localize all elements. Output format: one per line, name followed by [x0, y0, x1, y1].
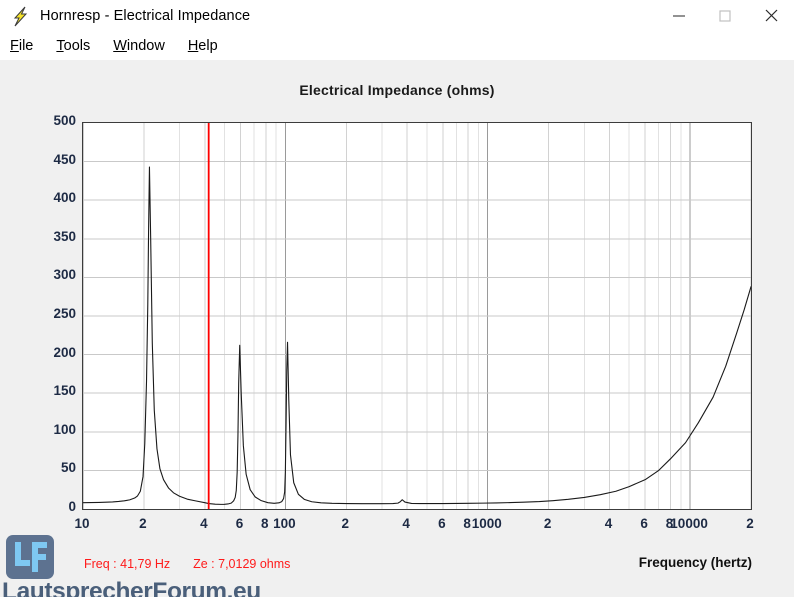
y-tick-label: 50: [60, 460, 76, 476]
watermark: LautsprecherForum.eu: [0, 535, 261, 597]
cursor-readout: Freq : 41,79 Hz Ze : 7,0129 ohms: [84, 557, 290, 571]
menu-item-help[interactable]: Help: [187, 37, 218, 54]
window-title: Hornresp - Electrical Impedance: [40, 7, 251, 24]
x-tick-label: 100: [273, 516, 296, 531]
y-tick-label: 0: [68, 499, 76, 514]
x-tick-label: 6: [640, 516, 648, 531]
lightning-bolt-icon: [8, 5, 34, 27]
menu-item-window[interactable]: Window: [113, 37, 165, 54]
y-tick-label: 100: [53, 421, 76, 437]
x-tick-label: 4: [200, 516, 208, 531]
x-tick-label: 10000: [670, 516, 708, 531]
watermark-text: LautsprecherForum.eu: [2, 578, 261, 597]
menu-item-tools[interactable]: Tools: [56, 37, 91, 54]
close-button[interactable]: [748, 0, 794, 31]
title-bar: Hornresp - Electrical Impedance: [0, 0, 794, 31]
x-tick-label: 8: [260, 516, 269, 531]
window-controls: [656, 0, 794, 31]
y-tick-label: 300: [53, 267, 76, 283]
x-tick-label: 4: [402, 516, 410, 531]
grid-horizontal-lines: [83, 161, 751, 471]
y-tick-label: 450: [53, 151, 76, 167]
menu-bar: File Tools Window Help: [0, 31, 794, 60]
x-tick-label: 2: [543, 516, 552, 531]
readout-freq: Freq : 41,79 Hz: [84, 557, 171, 571]
x-tick-label: 2: [746, 516, 754, 531]
x-tick-label: 10: [74, 516, 90, 531]
y-tick-label: 350: [53, 228, 76, 244]
impedance-plot[interactable]: [82, 122, 752, 510]
x-tick-label: 4: [604, 516, 613, 531]
x-tick-label: 8: [665, 516, 674, 531]
x-tick-label: 8: [463, 516, 471, 531]
y-tick-label: 200: [53, 344, 76, 360]
x-tick-label: 6: [438, 516, 446, 531]
impedance-curve: [83, 166, 751, 505]
chart-title: Electrical Impedance (ohms): [299, 82, 495, 98]
x-axis-title: Frequency (hertz): [638, 555, 752, 570]
x-tick-label: 6: [235, 516, 244, 531]
plot-canvas: [83, 123, 751, 509]
menu-item-file[interactable]: File: [10, 37, 34, 54]
y-tick-label: 400: [53, 190, 76, 206]
x-tick-label: 1000: [471, 516, 502, 531]
x-tick-label: 2: [341, 516, 350, 531]
y-tick-label: 500: [53, 113, 76, 128]
x-tick-label: 2: [139, 516, 147, 531]
readout-ze: Ze : 7,0129 ohms: [193, 557, 291, 571]
lautsprecherforum-logo-icon: [6, 535, 54, 579]
y-tick-label: 150: [53, 383, 76, 399]
minimize-button[interactable]: [656, 0, 702, 31]
y-tick-label: 250: [53, 306, 76, 321]
chart-client-area: Electrical Impedance (ohms) 0 50 100 150 200…: [0, 60, 794, 597]
maximize-button[interactable]: [702, 0, 748, 31]
